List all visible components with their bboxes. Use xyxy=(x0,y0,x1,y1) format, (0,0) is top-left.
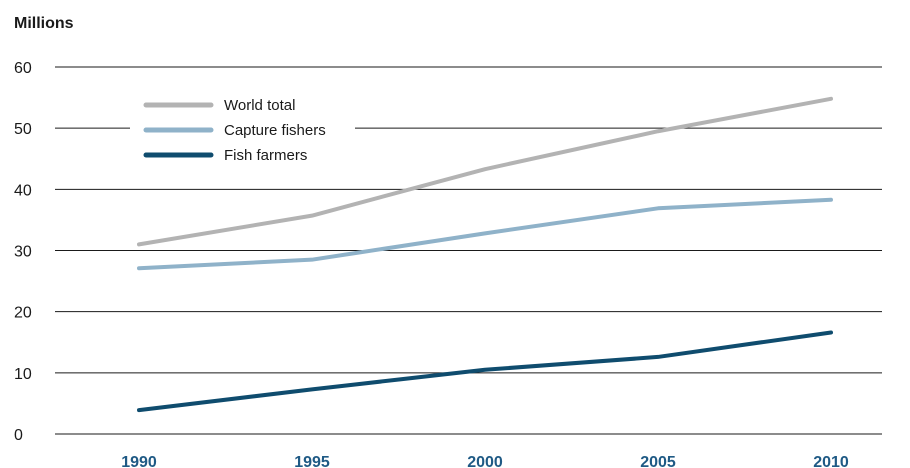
legend-label: Capture fishers xyxy=(224,122,326,139)
y-tick-label: 40 xyxy=(14,182,32,199)
legend-label: World total xyxy=(224,97,295,114)
y-tick-labels: 0 10 20 30 40 50 60 xyxy=(14,60,32,444)
x-tick-label: 2010 xyxy=(813,454,849,468)
y-tick-label: 0 xyxy=(14,427,23,444)
series-line-capture-fishers xyxy=(137,197,833,271)
series-lines xyxy=(137,96,833,413)
x-tick-label: 1995 xyxy=(294,454,330,468)
y-tick-label: 20 xyxy=(14,305,32,322)
y-tick-label: 50 xyxy=(14,121,32,138)
x-tick-labels: 1990 1995 2000 2005 2010 xyxy=(121,454,849,468)
series-line-fish-farmers xyxy=(137,330,833,413)
x-tick-label: 2005 xyxy=(640,454,676,468)
y-tick-label: 60 xyxy=(14,60,32,77)
y-tick-label: 30 xyxy=(14,244,32,261)
y-axis-title: Millions xyxy=(14,15,74,32)
y-tick-label: 10 xyxy=(14,366,32,383)
legend: World total Capture fishers Fish farmers xyxy=(130,90,355,172)
x-tick-label: 1990 xyxy=(121,454,157,468)
series-line-world-total xyxy=(137,96,833,247)
legend-label: Fish farmers xyxy=(224,147,307,164)
x-tick-label: 2000 xyxy=(467,454,503,468)
